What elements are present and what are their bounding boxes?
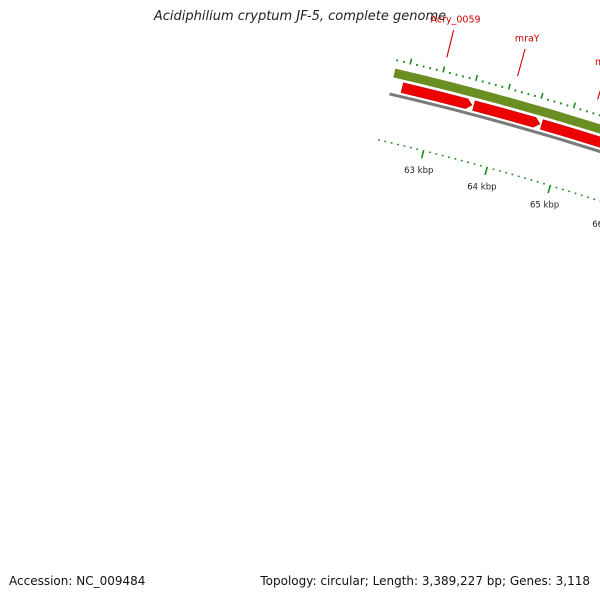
gene-arrow <box>472 100 541 128</box>
outer-tick <box>527 92 530 96</box>
outer-tick <box>585 110 589 113</box>
outer-tick-track <box>396 58 600 117</box>
outer-tick <box>468 76 471 80</box>
gene-pointer <box>517 48 526 77</box>
outer-tick <box>409 58 413 65</box>
outer-track-band <box>393 68 600 134</box>
outer-tick <box>501 85 504 89</box>
genome-backbone <box>389 92 600 154</box>
outer-tick <box>566 104 569 107</box>
outer-tick <box>488 82 491 85</box>
outer-tick <box>481 80 484 83</box>
outer-tick <box>475 74 479 81</box>
outer-tick <box>494 83 497 87</box>
gene-labels: Acry_0059mraYmurDAcry_0062murGmurC <box>431 14 600 100</box>
gene-pointer <box>446 30 455 58</box>
gene-label: mraY <box>515 33 540 44</box>
outer-tick <box>533 94 537 98</box>
gene-arrow <box>539 119 600 148</box>
scale-tick <box>484 166 489 176</box>
outer-tick <box>579 108 582 111</box>
outer-tick <box>520 91 524 94</box>
outer-tick <box>507 83 511 90</box>
outer-tick <box>572 102 577 109</box>
gene-pointer <box>597 89 600 100</box>
scale-tick <box>547 184 552 194</box>
outer-tick <box>442 66 446 73</box>
outer-tick <box>540 92 544 99</box>
outer-tick <box>559 102 563 105</box>
gene-arrow <box>400 82 473 109</box>
backbone-line <box>389 92 600 154</box>
scale-tick <box>420 149 425 159</box>
accession-text: Accession: NC_009484 <box>9 574 146 588</box>
genome-summary-text: Topology: circular; Length: 3,389,227 bp… <box>260 574 590 588</box>
gene-label: Acry_0059 <box>431 14 481 25</box>
outer-tick <box>514 89 517 92</box>
scale-tick-label: 64 kbp <box>467 182 496 192</box>
scale-tick-label: 66 kbp <box>592 220 600 230</box>
map-title: Acidiphilium cryptum JF-5, complete geno… <box>153 9 447 24</box>
outer-annotation-track <box>393 68 600 134</box>
gene-arrow-track <box>400 82 600 148</box>
scale-tick-label: 63 kbp <box>404 166 433 176</box>
outer-tick <box>592 112 595 115</box>
outer-tick <box>546 98 550 101</box>
outer-tick <box>553 100 556 103</box>
scale-tick-label: 65 kbp <box>530 201 559 211</box>
gene-label: murD <box>595 57 600 68</box>
